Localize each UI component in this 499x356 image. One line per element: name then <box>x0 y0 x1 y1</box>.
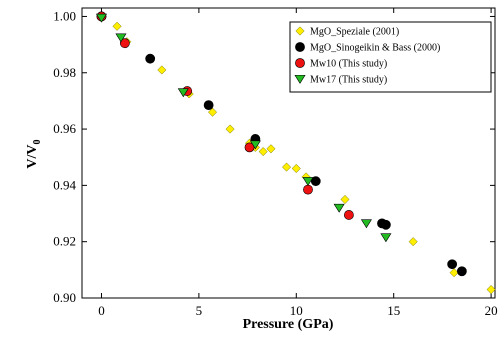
series-2-point <box>456 266 467 277</box>
series-4-point <box>115 33 127 43</box>
legend: MgO_Speziale (2001) MgO_Sinogeikin & Bass… <box>289 21 492 93</box>
series-4-point <box>249 140 261 150</box>
series-4-point <box>302 177 314 186</box>
x-axis-label: Pressure (GPa) <box>243 317 334 332</box>
series-1-point <box>207 107 218 117</box>
series-2-point <box>310 176 321 187</box>
axis-ticks: 0 5 10 15 20 0.90 0.92 0.94 0.96 0.98 1.00 <box>53 8 498 318</box>
series-1-point <box>486 284 496 295</box>
series-1-point <box>225 124 235 134</box>
series-1-point <box>281 162 292 172</box>
data-points <box>95 11 496 295</box>
legend-label: Mw10 (This study) <box>310 59 387 70</box>
y-axis-label: V/V0 <box>25 139 43 168</box>
series-1-point <box>112 21 122 31</box>
x-tick-label: 15 <box>387 303 400 318</box>
series-1-point <box>291 163 301 174</box>
legend-marker <box>294 74 306 84</box>
series-1-point <box>157 65 167 75</box>
series-4-point <box>360 219 372 229</box>
y-tick-label: 0.94 <box>53 177 76 192</box>
series-4-point <box>177 88 189 98</box>
plot-frame <box>81 7 496 299</box>
x-tick-label: 20 <box>485 303 498 318</box>
series-3-point <box>119 38 130 49</box>
y-tick-label: 1.00 <box>53 8 76 23</box>
series-1-point <box>340 194 350 205</box>
y-axis-label-subscript: 0 <box>32 139 43 144</box>
series-2-point <box>381 219 391 230</box>
series-2-point <box>203 100 214 111</box>
series-4-point <box>95 13 108 23</box>
series-2-point <box>145 53 156 64</box>
y-tick-label: 0.98 <box>53 65 76 80</box>
series-1-point <box>266 144 276 154</box>
y-tick-label: 0.96 <box>53 121 76 136</box>
legend-label: Mw17 (This study) <box>310 75 387 86</box>
x-tick-label: 10 <box>290 303 303 318</box>
series-2-point <box>447 259 458 270</box>
legend-box <box>289 21 492 93</box>
series-3-point <box>343 210 354 220</box>
series-1-point <box>449 268 459 278</box>
legend-label: MgO_Speziale (2001) <box>310 27 399 38</box>
x-tick-label: 0 <box>98 303 105 318</box>
series-3-point <box>303 184 313 195</box>
series-4-point <box>333 203 345 213</box>
series-1-point <box>408 237 418 247</box>
y-tick-label: 0.90 <box>53 290 76 305</box>
legend-label: MgO_Sinogeikin & Bass (2000) <box>310 43 440 54</box>
series-1-point <box>258 147 268 157</box>
y-axis-label-main: V/V <box>25 144 40 168</box>
legend-marker <box>295 42 305 52</box>
legend-marker <box>295 58 305 68</box>
legend-marker <box>295 26 305 36</box>
series-4-point <box>380 233 392 243</box>
x-tick-label: 5 <box>196 303 203 318</box>
y-tick-label: 0.92 <box>53 234 76 249</box>
